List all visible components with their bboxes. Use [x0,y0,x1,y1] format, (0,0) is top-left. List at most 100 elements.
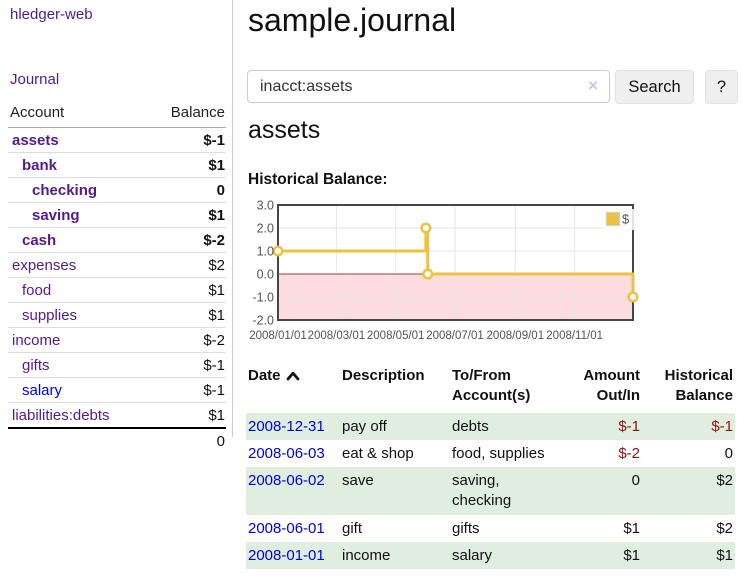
register-header-description[interactable]: Description [342,367,425,384]
sort-ascending-icon [286,367,300,387]
transaction-balance: $1 [716,546,733,564]
sidebar-account-link[interactable]: cash [22,232,57,249]
register-table: Date Description To/From Account(s) Amou… [246,362,735,569]
account-row: bank $1 [8,152,226,178]
account-row: gifts $-1 [8,352,226,378]
accounts-total-value: 0 [147,427,226,453]
accounts-total-row: 0 [8,427,226,453]
accounts-header-account: Account [8,101,148,128]
transaction-accounts: gifts [452,519,480,537]
transaction-amount: $-1 [618,417,640,435]
transaction-date-link[interactable]: 2008-06-01 [248,519,325,537]
sidebar-account-link[interactable]: checking [32,182,98,199]
register-header-balance[interactable]: Historical Balance [664,367,733,405]
search-button[interactable]: Search [615,70,694,104]
register-row: 2008-06-02 save saving, checking 0 $2 [246,467,735,515]
sidebar-account-link[interactable]: assets [12,132,59,149]
svg-text:2008/03/01: 2008/03/01 [308,330,366,342]
historical-balance-chart: $3.0 2.0 1.0 0.0 -1.0 -2.0 2008/01/01 2008/03/0… [248,198,640,348]
sidebar-account-link[interactable]: food [22,282,52,299]
svg-text:$: $ [622,212,630,227]
app-title-link[interactable]: hledger-web [10,6,93,23]
sidebar-account-link[interactable]: gifts [22,357,50,374]
account-row: liabilities:debts $1 [8,402,226,429]
transaction-date-link[interactable]: 2008-06-02 [248,472,325,489]
transaction-date-link[interactable]: 2008-06-03 [248,444,325,462]
svg-text:-2.0: -2.0 [252,314,274,328]
account-row: checking 0 [8,177,226,203]
transaction-description: pay off [342,417,387,435]
account-balance: $-1 [147,377,226,403]
register-header-amount[interactable]: Amount Out/In [583,367,640,405]
account-balance: $1 [147,152,226,178]
clear-search-icon[interactable]: × [588,76,598,95]
transaction-amount: $-2 [618,444,640,462]
account-row: supplies $1 [8,302,226,328]
register-tbody: 2008-12-31 pay off debts $-1 $-1 2008-06-03 ea… [246,412,735,569]
transaction-balance: $2 [716,472,733,489]
register-row: 2008-06-01 gift gifts $1 $2 [246,515,735,542]
transaction-amount: $1 [623,546,640,564]
account-balance: $1 [147,277,226,303]
account-balance: 0 [147,177,226,203]
accounts-table: Account Balance assets $-1 bank $1 checking 0… [8,101,226,453]
register-row: 2008-01-01 income salary $1 $1 [246,541,735,569]
register-header-date[interactable]: Date [246,362,340,413]
sidebar-account-link[interactable]: bank [22,157,58,174]
transaction-accounts: saving, checking [452,472,512,510]
sidebar-account-link[interactable]: saving [32,207,80,224]
account-balance: $1 [147,402,226,429]
transaction-accounts: food, supplies [452,444,545,462]
svg-text:3.0: 3.0 [257,199,274,213]
register-header-row: Date Description To/From Account(s) Amou… [246,362,735,413]
account-balance: $2 [147,252,226,278]
svg-text:-1.0: -1.0 [252,291,274,305]
search-input[interactable] [247,70,610,103]
accounts-header-balance: Balance [147,101,226,128]
register-header-accounts[interactable]: To/From Account(s) [452,367,531,405]
transaction-date-link[interactable]: 2008-12-31 [248,417,325,435]
accounts-tbody: assets $-1 bank $1 checking 0 saving $1 cash $-2 e… [8,127,226,429]
account-row: income $-2 [8,327,226,353]
sidebar: hledger-web Journal Account Balance asse… [0,0,233,453]
transaction-amount: 0 [631,472,640,489]
transaction-date-link[interactable]: 2008-01-01 [248,546,325,564]
sidebar-account-link[interactable]: expenses [12,257,77,274]
account-row: salary $-1 [8,377,226,403]
svg-text:2008/11/01: 2008/11/01 [546,330,603,342]
sidebar-account-link[interactable]: liabilities:debts [12,407,110,424]
sidebar-account-link[interactable]: supplies [22,307,78,324]
account-heading: assets [248,116,321,144]
transaction-balance: $-1 [711,417,733,435]
sidebar-account-link[interactable]: income [12,332,61,349]
svg-text:0.0: 0.0 [257,268,274,282]
svg-text:1.0: 1.0 [257,245,274,259]
transaction-description: eat & shop [342,444,414,462]
help-button[interactable]: ? [705,70,738,104]
register-row: 2008-12-31 pay off debts $-1 $-1 [246,412,735,440]
spacer [8,427,148,453]
transaction-accounts: salary [452,546,493,564]
transaction-accounts: debts [452,417,489,435]
sidebar-account-link[interactable]: salary [22,382,63,399]
register-row: 2008-06-03 eat & shop food, supplies $-2 0 [246,440,735,467]
transaction-balance: $2 [716,519,733,537]
transaction-balance: 0 [724,444,733,462]
account-balance: $1 [147,302,226,328]
account-row: expenses $2 [8,252,226,278]
accounts-header-row: Account Balance [8,101,226,128]
account-balance: $-2 [147,327,226,353]
sidebar-item-journal[interactable]: Journal [10,71,60,88]
svg-text:2008/07/01: 2008/07/01 [426,330,484,342]
account-row: assets $-1 [8,127,226,153]
account-balance: $-1 [147,127,226,153]
account-row: cash $-2 [8,227,226,253]
svg-text:2008/09/01: 2008/09/01 [487,330,545,342]
transaction-amount: $1 [623,519,640,537]
transaction-description: gift [342,519,363,537]
page-title: sample.journal [248,2,457,38]
account-row: food $1 [8,277,226,303]
svg-text:2008/05/01: 2008/05/01 [367,330,425,342]
svg-text:2.0: 2.0 [257,222,274,236]
register-header-date-label: Date [248,367,281,384]
